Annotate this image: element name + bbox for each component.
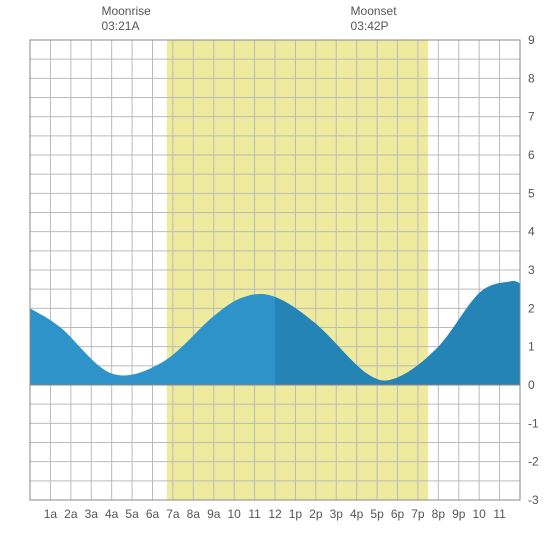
x-tick-label: 9p (452, 507, 466, 521)
y-tick-label: 1 (528, 340, 535, 354)
y-tick-label: -2 (528, 455, 539, 469)
x-tick-label: 3p (330, 507, 344, 521)
tide-chart: Moonrise 03:21A Moonset 03:42P -3-2-1012… (0, 0, 550, 550)
y-tick-label: 7 (528, 110, 535, 124)
x-tick-label: 4a (105, 507, 119, 521)
x-tick-label: 7a (166, 507, 180, 521)
x-tick-label: 1p (289, 507, 303, 521)
chart-svg: -3-2-101234567891a2a3a4a5a6a7a8a9a101112… (0, 0, 550, 550)
y-tick-label: 3 (528, 263, 535, 277)
moonrise-title: Moonrise (101, 4, 150, 18)
y-tick-label: 2 (528, 301, 535, 315)
x-tick-label: 2p (309, 507, 323, 521)
x-tick-label: 8p (432, 507, 446, 521)
y-tick-label: 0 (528, 378, 535, 392)
y-tick-label: 5 (528, 186, 535, 200)
x-tick-label: 2a (64, 507, 78, 521)
x-tick-label: 4p (350, 507, 364, 521)
x-tick-label: 5p (370, 507, 384, 521)
x-tick-label: 3a (85, 507, 99, 521)
x-tick-label: 5a (125, 507, 139, 521)
moonset-label: Moonset 03:42P (351, 4, 397, 34)
y-tick-label: 4 (528, 225, 535, 239)
x-tick-label: 10 (227, 507, 241, 521)
x-tick-label: 12 (268, 507, 282, 521)
x-tick-label: 6a (146, 507, 160, 521)
x-tick-label: 11 (493, 507, 506, 521)
y-tick-label: -3 (528, 493, 539, 507)
y-tick-label: -1 (528, 416, 539, 430)
moonrise-time: 03:21A (101, 19, 139, 33)
y-tick-label: 9 (528, 33, 535, 47)
x-tick-label: 8a (187, 507, 201, 521)
x-tick-label: 11 (248, 507, 261, 521)
moonrise-label: Moonrise 03:21A (101, 4, 150, 34)
y-tick-label: 8 (528, 71, 535, 85)
x-tick-label: 9a (207, 507, 221, 521)
y-tick-label: 6 (528, 148, 535, 162)
x-tick-label: 10 (472, 507, 486, 521)
x-tick-label: 1a (44, 507, 58, 521)
moonset-title: Moonset (351, 4, 397, 18)
x-tick-label: 7p (411, 507, 425, 521)
moonset-time: 03:42P (351, 19, 389, 33)
x-tick-label: 6p (391, 507, 405, 521)
